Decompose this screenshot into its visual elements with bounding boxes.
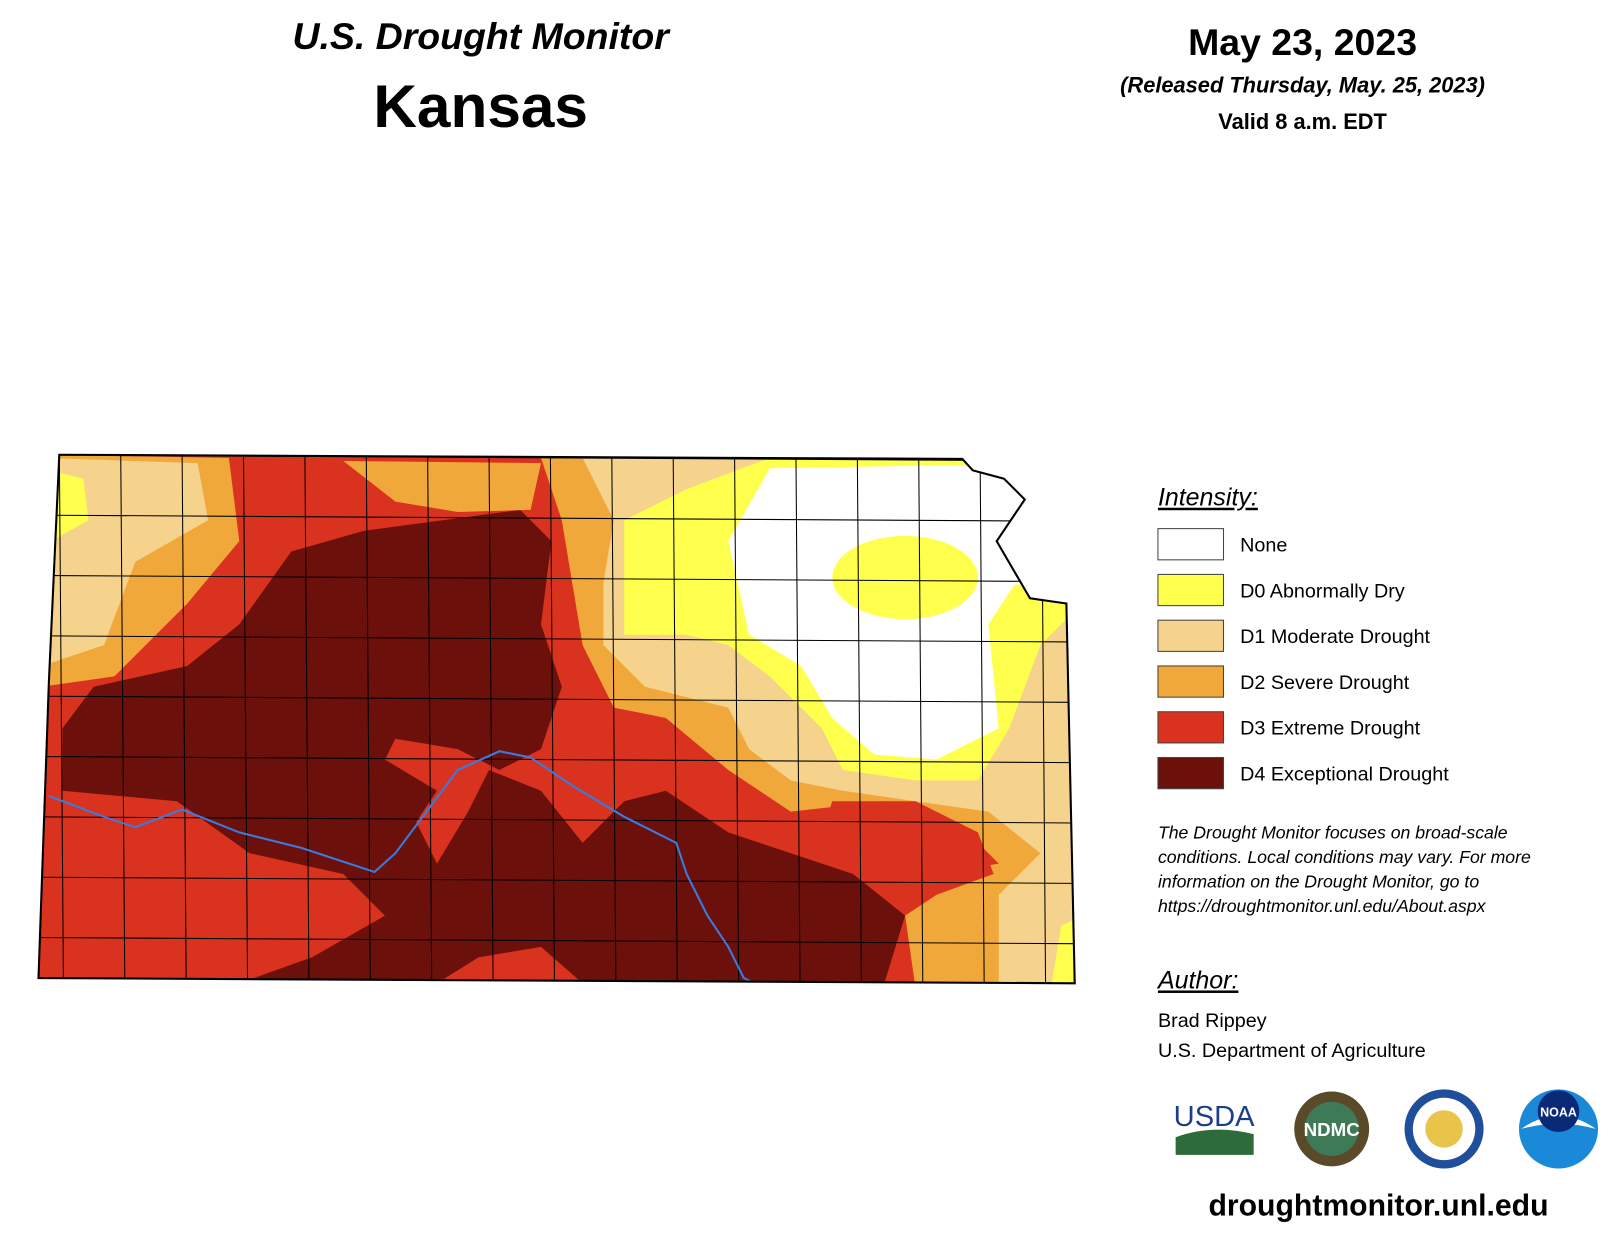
legend-title: Intensity: bbox=[1158, 484, 1258, 512]
commerce-logo bbox=[1404, 1089, 1484, 1169]
legend-swatch bbox=[1157, 665, 1225, 698]
logo-text: USDA bbox=[1174, 1101, 1255, 1133]
county-line bbox=[58, 454, 64, 984]
usda-logo: USDA bbox=[1174, 1101, 1255, 1155]
legend-swatch bbox=[1157, 528, 1225, 561]
legend-swatch bbox=[1157, 573, 1225, 607]
county-line bbox=[304, 454, 310, 984]
url: droughtmonitor.unl.edu bbox=[1208, 1189, 1548, 1222]
legend-label: D0 Abnormally Dry bbox=[1240, 580, 1405, 602]
logo-text: NDMC bbox=[1304, 1119, 1360, 1140]
note-line: conditions. Local conditions may vary. F… bbox=[1158, 847, 1531, 867]
map bbox=[38, 454, 1075, 984]
county-line bbox=[38, 574, 1075, 583]
note: The Drought Monitor focuses on broad-sca… bbox=[1158, 823, 1531, 916]
county-line bbox=[795, 454, 801, 984]
county-lines bbox=[38, 454, 1075, 984]
legend-label: None bbox=[1240, 535, 1287, 557]
county-line bbox=[918, 454, 924, 984]
note-line: https://droughtmonitor.unl.edu/About.asp… bbox=[1158, 896, 1487, 916]
zone-d4 bbox=[62, 509, 906, 984]
released: (Released Thursday, May. 25, 2023) bbox=[1120, 73, 1485, 98]
legend-label: D2 Severe Drought bbox=[1240, 672, 1410, 694]
note-line: The Drought Monitor focuses on broad-sca… bbox=[1158, 823, 1508, 843]
county-line bbox=[672, 454, 678, 984]
author-title: Author: bbox=[1156, 966, 1238, 994]
zone-d0 bbox=[832, 535, 978, 620]
county-line bbox=[38, 635, 1075, 643]
county-line bbox=[979, 454, 985, 984]
valid: Valid 8 a.m. EDT bbox=[1218, 109, 1387, 134]
zone-d3 bbox=[821, 801, 994, 916]
county-line bbox=[38, 755, 1075, 764]
river bbox=[48, 750, 755, 984]
county-line bbox=[365, 454, 371, 984]
legend-swatch bbox=[1157, 711, 1225, 744]
county-line bbox=[427, 454, 433, 984]
legend-swatch bbox=[1157, 619, 1225, 652]
ndmc-logo: NDMC bbox=[1294, 1091, 1370, 1167]
county-line bbox=[38, 695, 1075, 703]
county-line bbox=[38, 514, 1075, 522]
county-line bbox=[488, 454, 494, 984]
county-line bbox=[181, 454, 187, 984]
county-line bbox=[242, 454, 249, 984]
title: U.S. Drought Monitor bbox=[292, 15, 671, 57]
county-line bbox=[549, 454, 556, 984]
county-line bbox=[38, 876, 1075, 884]
state-name: Kansas bbox=[373, 72, 588, 140]
legend-label: D4 Exceptional Drought bbox=[1240, 763, 1449, 785]
author-org: U.S. Department of Agriculture bbox=[1158, 1040, 1426, 1062]
county-line bbox=[38, 816, 1075, 824]
zone-d2 bbox=[343, 460, 541, 512]
legend-swatch bbox=[1157, 756, 1225, 790]
legend: None D0 Abnormally Dry D1 Moderate Drought… bbox=[1157, 528, 1449, 790]
county-line bbox=[611, 454, 617, 984]
legend-label: D1 Moderate Drought bbox=[1240, 626, 1430, 648]
county-line bbox=[38, 936, 1075, 945]
county-line bbox=[733, 454, 740, 984]
noaa-logo: NOAA bbox=[1518, 1089, 1599, 1169]
logo-text: NOAA bbox=[1540, 1105, 1577, 1119]
author-name: Brad Rippey bbox=[1158, 1010, 1267, 1032]
note-line: information on the Drought Monitor, go t… bbox=[1158, 872, 1479, 892]
county-line bbox=[856, 454, 862, 984]
county-line bbox=[120, 454, 126, 984]
date: May 23, 2023 bbox=[1188, 21, 1417, 63]
legend-label: D3 Extreme Drought bbox=[1240, 718, 1421, 740]
